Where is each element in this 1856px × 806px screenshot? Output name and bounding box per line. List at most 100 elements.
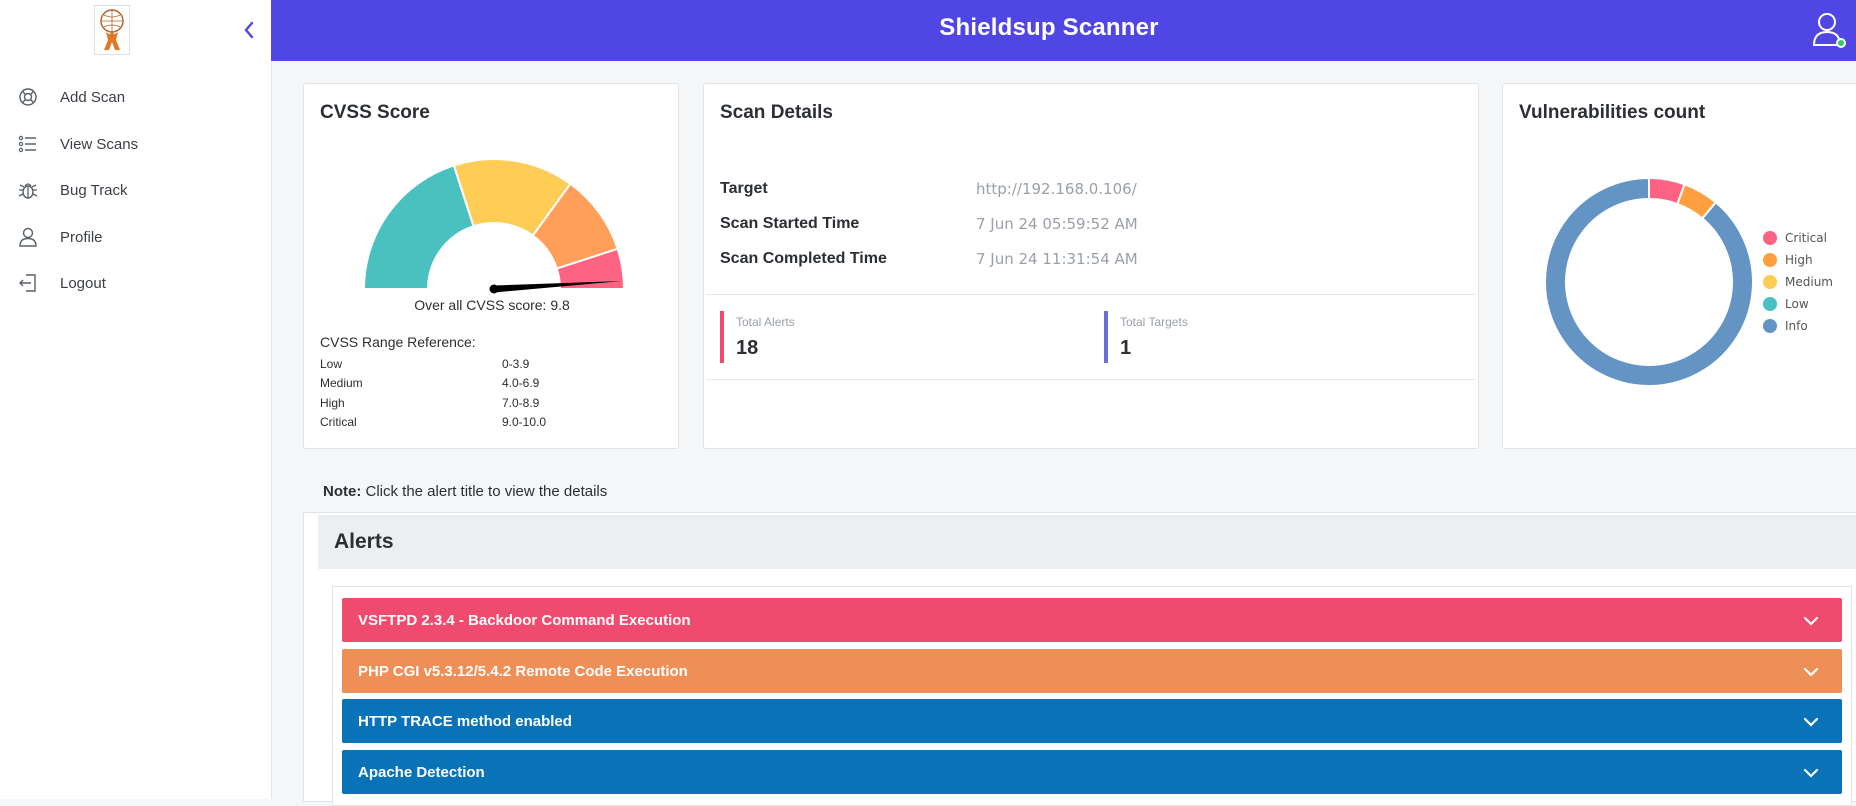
completed-label: Scan Completed Time bbox=[720, 250, 887, 267]
legend-item-critical[interactable]: Critical bbox=[1763, 227, 1833, 249]
started-value: 7 Jun 24 05:59:52 AM bbox=[976, 215, 1138, 233]
legend-item-low[interactable]: Low bbox=[1763, 293, 1833, 315]
legend-item-info[interactable]: Info bbox=[1763, 315, 1833, 337]
card-title: Scan Details bbox=[720, 102, 833, 123]
user-avatar[interactable] bbox=[1812, 12, 1846, 48]
range-row-low: Low 0-3.9 bbox=[320, 357, 660, 371]
chevron-down-icon bbox=[1803, 768, 1819, 778]
gauge-segment-critical bbox=[555, 247, 626, 290]
divider bbox=[706, 379, 1476, 380]
user-icon bbox=[19, 227, 37, 247]
sidebar-item-label: Bug Track bbox=[60, 181, 128, 199]
target-value: http://192.168.0.106/ bbox=[976, 180, 1137, 198]
sidebar-item-view-scans[interactable]: View Scans bbox=[0, 124, 272, 164]
gauge-needle-hub bbox=[489, 284, 499, 294]
alerts-card: Alerts VSFTPD 2.3.4 - Backdoor Command E… bbox=[303, 512, 1856, 806]
stat-accent-bar bbox=[720, 311, 724, 363]
legend-label: High bbox=[1785, 253, 1813, 267]
collapse-sidebar-button[interactable] bbox=[238, 16, 260, 44]
alerts-title: Alerts bbox=[318, 515, 1856, 569]
cvss-gauge bbox=[362, 158, 626, 294]
total-alerts-stat: Total Alerts 18 bbox=[720, 311, 795, 363]
vulnerabilities-count-card: Vulnerabilities count Critical High Medi… bbox=[1502, 83, 1856, 449]
target-label: Target bbox=[720, 180, 768, 197]
range-row-high: High 7.0-8.9 bbox=[320, 396, 660, 410]
sidebar-item-label: Add Scan bbox=[60, 88, 126, 106]
alerts-list: VSFTPD 2.3.4 - Backdoor Command Executio… bbox=[332, 586, 1852, 806]
range-reference-title: CVSS Range Reference: bbox=[320, 334, 476, 350]
note-text: Click the alert title to view the detail… bbox=[361, 483, 608, 500]
stat-value: 18 bbox=[736, 337, 759, 359]
range-value: 4.0-6.9 bbox=[502, 376, 540, 390]
chevron-left-icon bbox=[244, 21, 254, 39]
range-value: 9.0-10.0 bbox=[502, 415, 547, 429]
lifebuoy-icon bbox=[19, 88, 37, 106]
sidebar: Add Scan View Scans Bug Track Profile Lo… bbox=[0, 61, 272, 799]
range-row-medium: Medium 4.0-6.9 bbox=[320, 376, 660, 390]
alert-item-apache-detection[interactable]: Apache Detection bbox=[342, 750, 1842, 794]
online-status-dot bbox=[1836, 38, 1846, 48]
completed-value: 7 Jun 24 11:31:54 AM bbox=[976, 250, 1138, 268]
legend-label: Low bbox=[1785, 297, 1809, 311]
stat-label: Total Alerts bbox=[736, 315, 795, 329]
chevron-down-icon bbox=[1803, 667, 1819, 677]
legend-swatch bbox=[1763, 231, 1777, 245]
legend-swatch bbox=[1763, 297, 1777, 311]
alert-title: Apache Detection bbox=[358, 763, 485, 781]
started-label: Scan Started Time bbox=[720, 215, 860, 232]
legend-label: Critical bbox=[1785, 231, 1827, 245]
sidebar-item-add-scan[interactable]: Add Scan bbox=[0, 77, 272, 117]
top-bar: Shieldsup Scanner bbox=[0, 0, 1856, 61]
range-row-critical: Critical 9.0-10.0 bbox=[320, 415, 660, 429]
donut-slice-info[interactable] bbox=[1544, 176, 1754, 387]
stat-value: 1 bbox=[1120, 337, 1132, 359]
range-value: 0-3.9 bbox=[502, 357, 530, 371]
atlas-logo[interactable] bbox=[94, 5, 130, 55]
legend-label: Info bbox=[1785, 319, 1808, 333]
legend-swatch bbox=[1763, 253, 1777, 267]
sidebar-item-label: Logout bbox=[60, 274, 106, 292]
sidebar-item-label: View Scans bbox=[60, 135, 139, 153]
range-label: Medium bbox=[320, 376, 363, 390]
stat-label: Total Targets bbox=[1120, 315, 1188, 329]
overall-cvss-score: Over all CVSS score: 9.8 bbox=[414, 297, 570, 313]
legend-item-high[interactable]: High bbox=[1763, 249, 1833, 271]
legend-swatch bbox=[1763, 319, 1777, 333]
chevron-down-icon bbox=[1803, 616, 1819, 626]
alert-item-http-trace[interactable]: HTTP TRACE method enabled bbox=[342, 699, 1842, 743]
alert-item-vsftpd-backdoor[interactable]: VSFTPD 2.3.4 - Backdoor Command Executio… bbox=[342, 598, 1842, 642]
sidebar-item-bug-track[interactable]: Bug Track bbox=[0, 170, 272, 210]
chart-legend: Critical High Medium Low Info bbox=[1763, 227, 1833, 337]
vulnerabilities-donut-chart bbox=[1544, 176, 1754, 387]
sidebar-item-label: Profile bbox=[60, 228, 103, 246]
chevron-down-icon bbox=[1803, 717, 1819, 727]
card-title: CVSS Score bbox=[320, 102, 430, 123]
sidebar-item-profile[interactable]: Profile bbox=[0, 217, 272, 257]
range-label: Critical bbox=[320, 415, 357, 429]
gauge-segment-low bbox=[362, 164, 475, 290]
card-title: Vulnerabilities count bbox=[1519, 102, 1706, 123]
legend-item-medium[interactable]: Medium bbox=[1763, 271, 1833, 293]
stat-accent-bar bbox=[1104, 311, 1108, 363]
legend-label: Medium bbox=[1785, 275, 1833, 289]
gauge-needle bbox=[493, 280, 622, 293]
divider bbox=[706, 294, 1476, 295]
range-value: 7.0-8.9 bbox=[502, 396, 540, 410]
alerts-note: Note: Click the alert title to view the … bbox=[323, 483, 607, 500]
list-icon bbox=[18, 135, 36, 153]
legend-swatch bbox=[1763, 275, 1777, 289]
note-label: Note: bbox=[323, 483, 362, 500]
range-label: Low bbox=[320, 357, 343, 371]
range-label: High bbox=[320, 396, 345, 410]
total-targets-stat: Total Targets 1 bbox=[1104, 311, 1188, 363]
alert-title: HTTP TRACE method enabled bbox=[358, 712, 572, 730]
bug-icon bbox=[18, 183, 38, 199]
sidebar-item-logout[interactable]: Logout bbox=[0, 263, 272, 303]
logo-area bbox=[0, 0, 271, 61]
scan-details-card: Scan Details Target http://192.168.0.106… bbox=[703, 83, 1479, 449]
logout-icon bbox=[19, 274, 36, 292]
alert-title: VSFTPD 2.3.4 - Backdoor Command Executio… bbox=[358, 611, 691, 629]
alert-title: PHP CGI v5.3.12/5.4.2 Remote Code Execut… bbox=[358, 662, 688, 680]
app-title: Shieldsup Scanner bbox=[939, 14, 1159, 41]
alert-item-php-cgi-rce[interactable]: PHP CGI v5.3.12/5.4.2 Remote Code Execut… bbox=[342, 649, 1842, 693]
